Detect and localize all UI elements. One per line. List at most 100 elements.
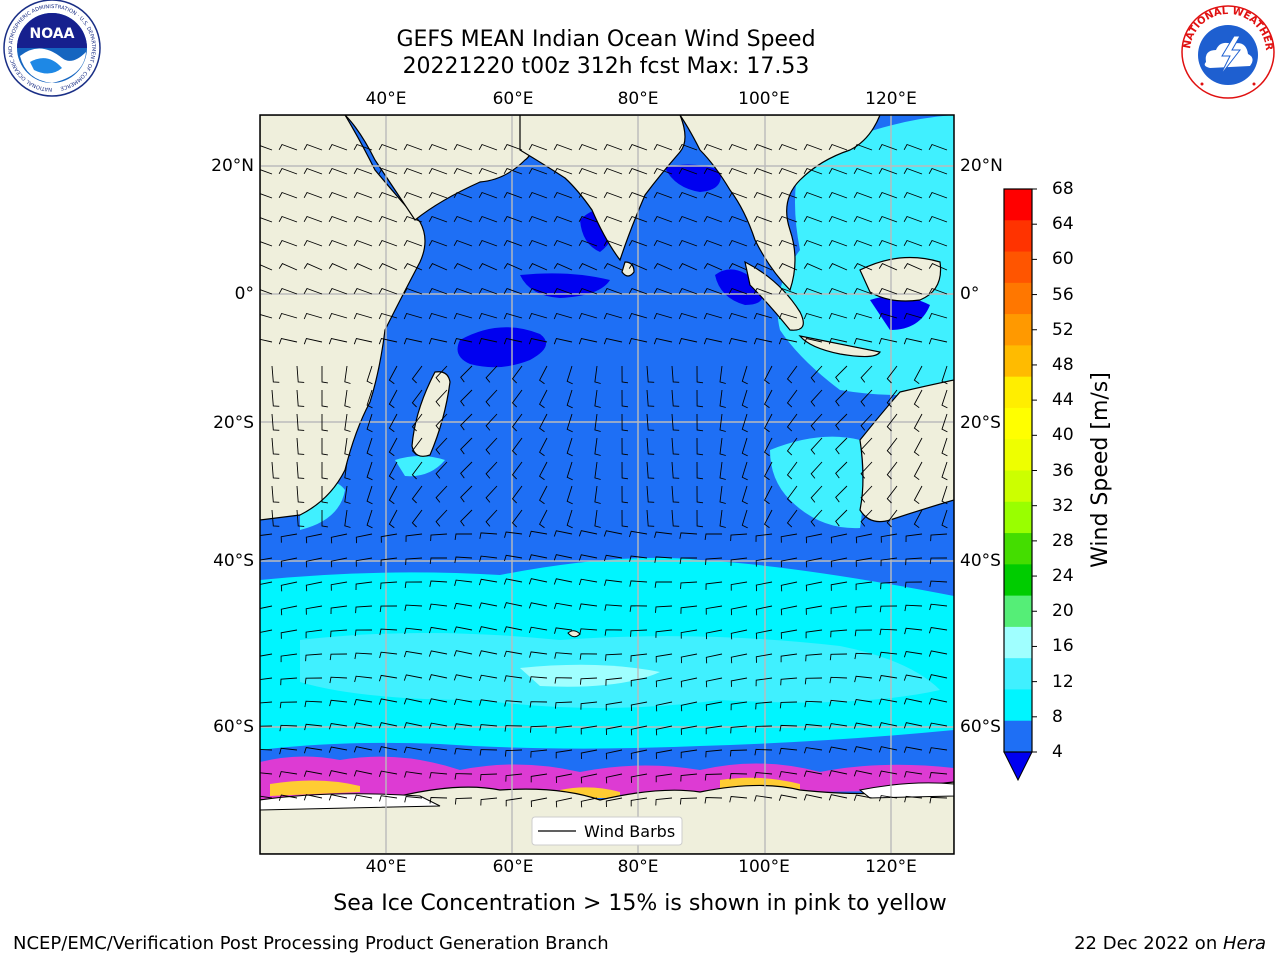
wind-barb <box>705 629 723 640</box>
wind-barb <box>941 389 948 409</box>
wind-barb <box>719 461 726 480</box>
wind-barb <box>380 557 398 567</box>
wind-barb <box>730 533 748 542</box>
wind-barb <box>280 605 298 616</box>
wind-barb <box>878 143 898 151</box>
wind-barb <box>628 215 648 223</box>
wind-barb <box>528 191 548 199</box>
wind-barb <box>260 169 273 175</box>
wind-barb <box>329 699 348 707</box>
wind-barb <box>428 263 448 271</box>
wind-barb <box>580 749 598 760</box>
wind-barb <box>853 312 873 320</box>
wind-barb <box>328 312 348 320</box>
wind-barb <box>344 365 351 384</box>
wind-barb <box>878 215 898 223</box>
wind-barb <box>853 215 873 223</box>
wind-barb <box>778 239 798 247</box>
wind-barb <box>379 795 398 802</box>
wind-barb <box>828 287 848 295</box>
wind-barb <box>653 312 673 320</box>
wind-barb <box>479 724 498 731</box>
wind-barb <box>594 485 601 504</box>
wind-barb <box>555 773 573 784</box>
wind-barb <box>604 604 623 611</box>
wind-barb <box>580 797 598 808</box>
wind-barb <box>503 578 523 585</box>
wind-barb <box>646 485 655 503</box>
wind-barb <box>328 746 348 753</box>
wind-barb <box>878 312 898 320</box>
wind-barb <box>655 749 673 759</box>
wind-barb <box>378 167 398 175</box>
wind-barb <box>271 413 280 431</box>
wind-barb <box>755 653 773 663</box>
wind-barb <box>428 191 448 199</box>
wind-barb <box>504 749 523 757</box>
wind-barb <box>855 557 873 567</box>
wind-barb <box>903 674 923 681</box>
wind-barbs-legend: Wind Barbs <box>531 816 683 846</box>
wind-barb <box>454 533 472 540</box>
wind-barb <box>680 605 698 614</box>
wind-barb <box>579 628 598 635</box>
wind-barb <box>528 337 548 345</box>
wind-barb <box>941 509 948 529</box>
wind-barb <box>779 771 798 778</box>
wind-barb <box>621 485 629 504</box>
colorbar-tick-label: 16 <box>1052 636 1074 657</box>
wind-barb <box>403 287 423 295</box>
calm-zone-6 <box>870 296 930 330</box>
wind-barb <box>553 312 573 320</box>
sea-ice-note: Sea Ice Concentration > 15% is shown in … <box>333 891 947 916</box>
wind-barb <box>780 653 798 663</box>
wind-barb <box>330 557 348 568</box>
colorbar-tick-label: 44 <box>1052 390 1074 411</box>
wind-barb <box>878 287 898 295</box>
wind-barb <box>886 461 898 480</box>
wind-barb <box>621 437 629 456</box>
wind-barb <box>764 509 773 529</box>
wind-barb <box>355 557 373 567</box>
wind-barb <box>388 509 398 529</box>
wind-barb <box>754 772 773 779</box>
wind-barb <box>853 794 873 801</box>
wind-barb <box>828 167 848 175</box>
wind-barb <box>680 701 698 712</box>
wind-barb <box>503 239 523 247</box>
wind-barb <box>719 389 726 408</box>
wind-barb <box>678 312 698 320</box>
wind-barb <box>328 337 348 345</box>
colorbar-tick-label: 4 <box>1052 742 1063 762</box>
wind-barb <box>728 263 748 271</box>
wind-barb <box>779 724 798 732</box>
wind-barb <box>260 241 273 247</box>
wind-barb <box>503 167 523 175</box>
wind-barb <box>454 556 473 563</box>
wind-barb <box>328 794 348 801</box>
wind-barb <box>604 629 623 636</box>
wind-barb <box>260 795 273 799</box>
wind-barb <box>764 461 773 481</box>
wind-barb <box>621 389 629 408</box>
wind-barb <box>629 555 648 562</box>
wind-barb <box>753 287 773 295</box>
wind-barb <box>929 772 948 779</box>
wind-barb <box>530 797 548 808</box>
wind-barb <box>366 413 373 433</box>
wind-barb <box>428 143 448 151</box>
wind-barb <box>903 287 923 295</box>
wind-barb <box>260 264 273 271</box>
wind-barb <box>680 653 698 664</box>
wind-barb <box>296 389 305 407</box>
wind-barb <box>829 653 848 661</box>
wind-barb <box>379 651 398 659</box>
wind-barb <box>388 461 398 481</box>
wind-barb <box>454 723 473 730</box>
wind-barb <box>853 263 873 271</box>
wind-barb <box>728 287 748 295</box>
wind-barb <box>853 239 873 247</box>
wind-barb <box>696 365 704 384</box>
wind-barb <box>655 605 673 613</box>
wind-barb <box>566 365 573 385</box>
